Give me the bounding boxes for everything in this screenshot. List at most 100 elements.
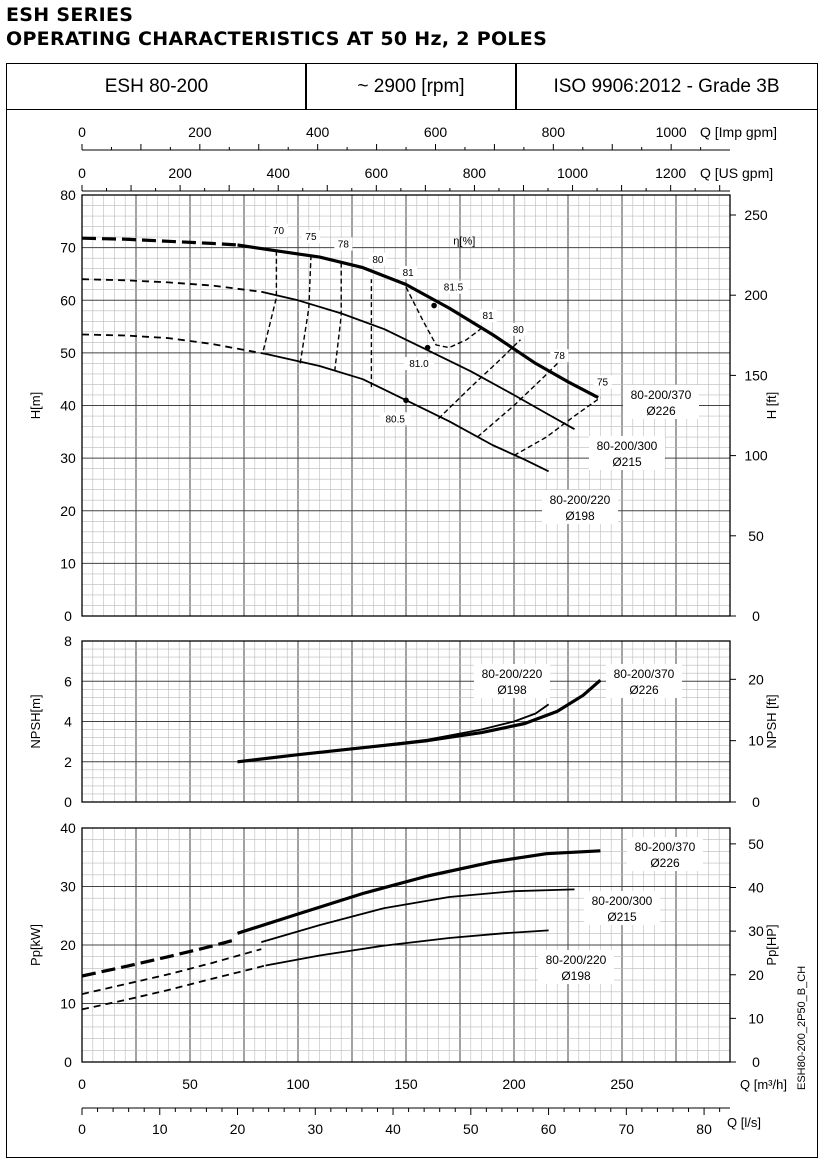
head-curve-dashed-0: [81, 236, 238, 247]
efficiency-label: 75: [597, 377, 609, 388]
x-tick-label: 0: [78, 1076, 86, 1092]
eff-label-bg: [479, 309, 498, 323]
power-curve-label-370-label-bg: [627, 837, 703, 871]
npsh-curve-1: [237, 678, 602, 764]
power-curve-0: [237, 849, 601, 935]
standard-cell: ISO 9906:2012 - Grade 3B: [515, 63, 818, 110]
y-right-tick-label: 200: [744, 287, 768, 303]
npsh-right-axis-label: NPSH [ft]: [764, 694, 779, 748]
eff-label-bg: [550, 349, 569, 363]
power-plot-border: [81, 827, 731, 1063]
y-tick-label: 6: [64, 673, 72, 689]
power-right-axis-label: Pp[HP]: [764, 924, 779, 965]
npsh-y-axis-label: NPSH[m]: [28, 694, 43, 748]
top-axis-tick-label: 200: [188, 124, 212, 140]
power-curve-label-300-label-bg: [584, 891, 660, 925]
y-tick-label: 40: [60, 820, 76, 836]
ls-tick-label: 20: [230, 1121, 246, 1137]
y-tick-label: 40: [60, 398, 76, 414]
efficiency-label: 81.0: [409, 359, 429, 370]
head-curve-0: [237, 243, 599, 400]
bep-marker: [424, 344, 431, 351]
efficiency-label: 80: [513, 325, 525, 336]
y-tick-label: 80: [60, 187, 76, 203]
head-curve-dashed-1: [81, 278, 262, 293]
efficiency-curve-78: [334, 261, 342, 372]
efficiency-axis-label: η[%]: [453, 235, 475, 247]
ls-tick-label: 60: [541, 1121, 557, 1137]
npsh-curve-label-370-name: 80-200/370: [614, 667, 675, 681]
top-axis-tick-label: 800: [542, 124, 566, 140]
x-tick-label: 50: [182, 1076, 198, 1092]
y-right-tick-label: 40: [748, 880, 764, 896]
top-axis-tick-label: 0: [78, 165, 86, 181]
power-y-axis-label: Pp[kW]: [28, 924, 43, 966]
head-right-axis-label: H [ft]: [764, 392, 779, 419]
y-tick-label: 50: [60, 345, 76, 361]
y-right-tick-label: 0: [752, 794, 760, 810]
x-tick-label: 200: [502, 1076, 526, 1092]
power-curve-label-220-name: 80-200/220: [546, 953, 607, 967]
series-title: ESH SERIES: [6, 4, 134, 26]
power-curve-dashed-1: [81, 948, 262, 995]
npsh-curve-label-370-diameter: Ø226: [629, 683, 659, 697]
eff-label-bg: [593, 375, 612, 389]
power-curve-1: [261, 888, 575, 943]
y-right-tick-label: 10: [748, 1010, 764, 1026]
y-tick-label: 0: [64, 608, 72, 624]
y-tick-label: 30: [60, 879, 76, 895]
eff-label-bg: [368, 252, 387, 266]
npsh-curve-label-370-label-bg: [606, 664, 682, 698]
y-tick-label: 0: [64, 1054, 72, 1070]
top-axis-tick-label: 400: [306, 124, 330, 140]
y-tick-label: 70: [60, 240, 76, 256]
speed-cell: ~ 2900 [rpm]: [305, 63, 517, 110]
eff-label-bg: [438, 280, 469, 294]
head-curve-label-300-name: 80-200/300: [597, 439, 658, 453]
efficiency-curve-81: [405, 286, 485, 349]
model-cell: ESH 80-200: [6, 63, 307, 110]
x-tick-label: 150: [394, 1076, 418, 1092]
npsh-curve-label-220-label-bg: [474, 664, 550, 698]
npsh-curve-0: [237, 703, 550, 763]
eff-label-bg: [269, 223, 288, 237]
y-tick-label: 10: [60, 996, 76, 1012]
top-axis-tick-label: 1000: [557, 165, 588, 181]
efficiency-label: 81.5: [444, 283, 464, 294]
efficiency-label: 81: [483, 311, 495, 322]
head-curve-label-370-diameter: Ø226: [646, 404, 676, 418]
efficiency-curve-80: [476, 352, 569, 438]
head-curve-dashed-2: [81, 333, 266, 355]
y-right-tick-label: 250: [744, 207, 768, 223]
power-curve-label-370-name: 80-200/370: [635, 840, 696, 854]
head-curve-label-370-label-bg: [623, 385, 699, 419]
efficiency-label: 70: [273, 226, 285, 237]
y-tick-label: 20: [60, 503, 76, 519]
top-axis-label: Q [Imp gpm]: [700, 124, 777, 140]
top-axis-tick-label: 1000: [656, 124, 687, 140]
npsh-plot-border: [81, 640, 731, 803]
efficiency-curve-70: [262, 250, 278, 351]
y-right-tick-label: 20: [748, 967, 764, 983]
head-plot-border: [81, 194, 731, 617]
power-curve-dashed-0: [81, 937, 238, 978]
y-tick-label: 4: [64, 714, 72, 730]
efficiency-label: 80: [372, 255, 384, 266]
drawing-code: ESH80-200_2P50_B_CH: [796, 965, 808, 1090]
eff-label-bg: [334, 237, 353, 251]
ls-tick-label: 70: [619, 1121, 635, 1137]
head-y-axis-label: H[m]: [28, 392, 43, 419]
efficiency-label: 78: [338, 240, 350, 251]
y-right-tick-label: 0: [752, 608, 760, 624]
y-right-tick-label: 150: [744, 367, 768, 383]
top-axis-label: Q [US gpm]: [700, 165, 773, 181]
y-tick-label: 30: [60, 450, 76, 466]
y-tick-label: 10: [60, 555, 76, 571]
ls-tick-label: 40: [385, 1121, 401, 1137]
efficiency-label: 80.5: [385, 414, 405, 425]
top-axis-tick-label: 600: [365, 165, 389, 181]
power-curve-dashed-2: [81, 964, 266, 1011]
top-axis-tick-label: 600: [424, 124, 448, 140]
bep-marker: [403, 397, 409, 404]
y-right-tick-label: 20: [748, 671, 764, 687]
